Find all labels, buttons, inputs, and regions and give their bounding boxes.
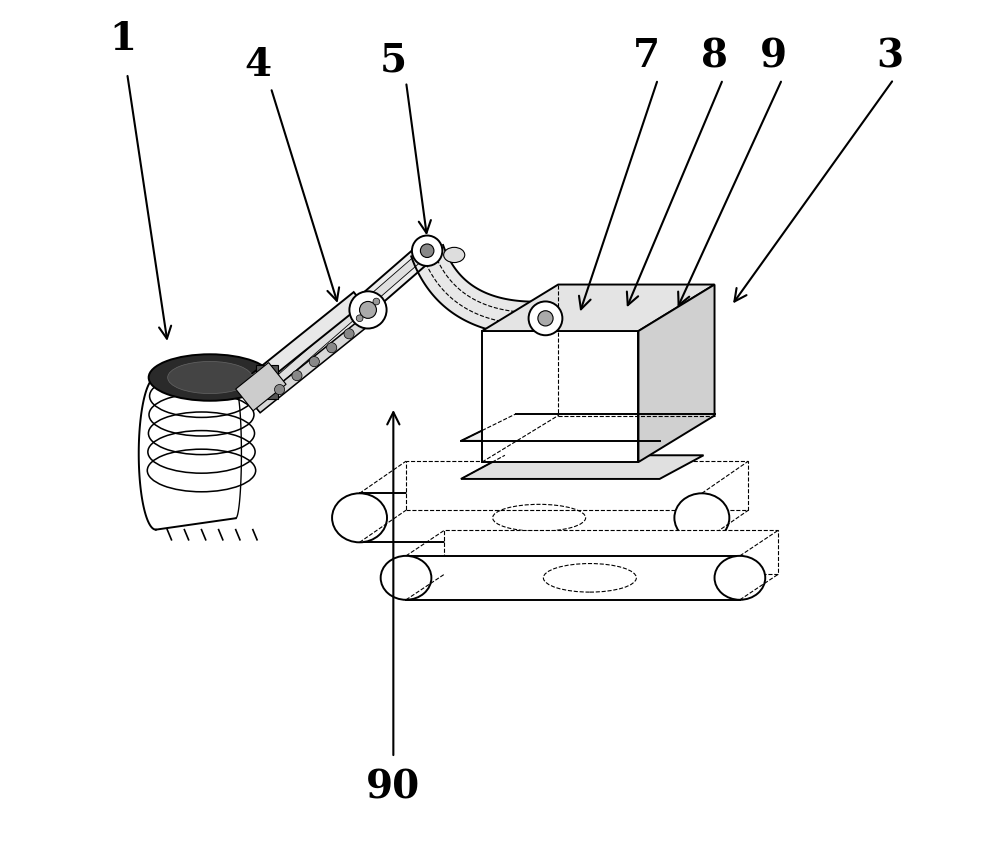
Circle shape — [538, 310, 553, 326]
Circle shape — [359, 301, 376, 318]
Ellipse shape — [380, 555, 431, 600]
Text: 9: 9 — [760, 37, 787, 75]
Circle shape — [274, 384, 284, 394]
Polygon shape — [246, 243, 434, 410]
Ellipse shape — [715, 555, 765, 600]
Polygon shape — [236, 363, 286, 410]
Circle shape — [326, 343, 336, 353]
Bar — [256, 365, 277, 399]
Polygon shape — [411, 245, 546, 336]
Polygon shape — [258, 255, 421, 399]
Ellipse shape — [152, 389, 251, 518]
Text: 90: 90 — [366, 768, 420, 806]
Ellipse shape — [675, 494, 730, 543]
Ellipse shape — [332, 494, 387, 543]
Text: 1: 1 — [110, 20, 137, 59]
Circle shape — [529, 301, 563, 335]
Circle shape — [420, 244, 434, 258]
Text: 8: 8 — [701, 37, 728, 75]
Polygon shape — [253, 312, 376, 413]
Circle shape — [373, 298, 379, 305]
Text: 3: 3 — [876, 37, 903, 75]
Polygon shape — [238, 292, 363, 397]
Bar — [444, 531, 777, 574]
Circle shape — [291, 371, 302, 381]
Ellipse shape — [444, 248, 465, 263]
Circle shape — [344, 329, 354, 339]
Bar — [406, 461, 748, 510]
Text: 4: 4 — [245, 46, 271, 84]
Ellipse shape — [168, 361, 252, 393]
Polygon shape — [461, 455, 704, 479]
Circle shape — [412, 236, 442, 266]
Circle shape — [349, 292, 386, 328]
Text: 5: 5 — [380, 42, 407, 80]
Circle shape — [356, 315, 363, 321]
Bar — [359, 494, 702, 543]
Ellipse shape — [149, 354, 271, 401]
Polygon shape — [639, 285, 715, 462]
Circle shape — [309, 356, 319, 366]
Polygon shape — [461, 414, 715, 441]
Bar — [406, 555, 740, 600]
Text: 7: 7 — [634, 37, 661, 75]
Polygon shape — [482, 285, 715, 331]
Bar — [482, 331, 639, 462]
